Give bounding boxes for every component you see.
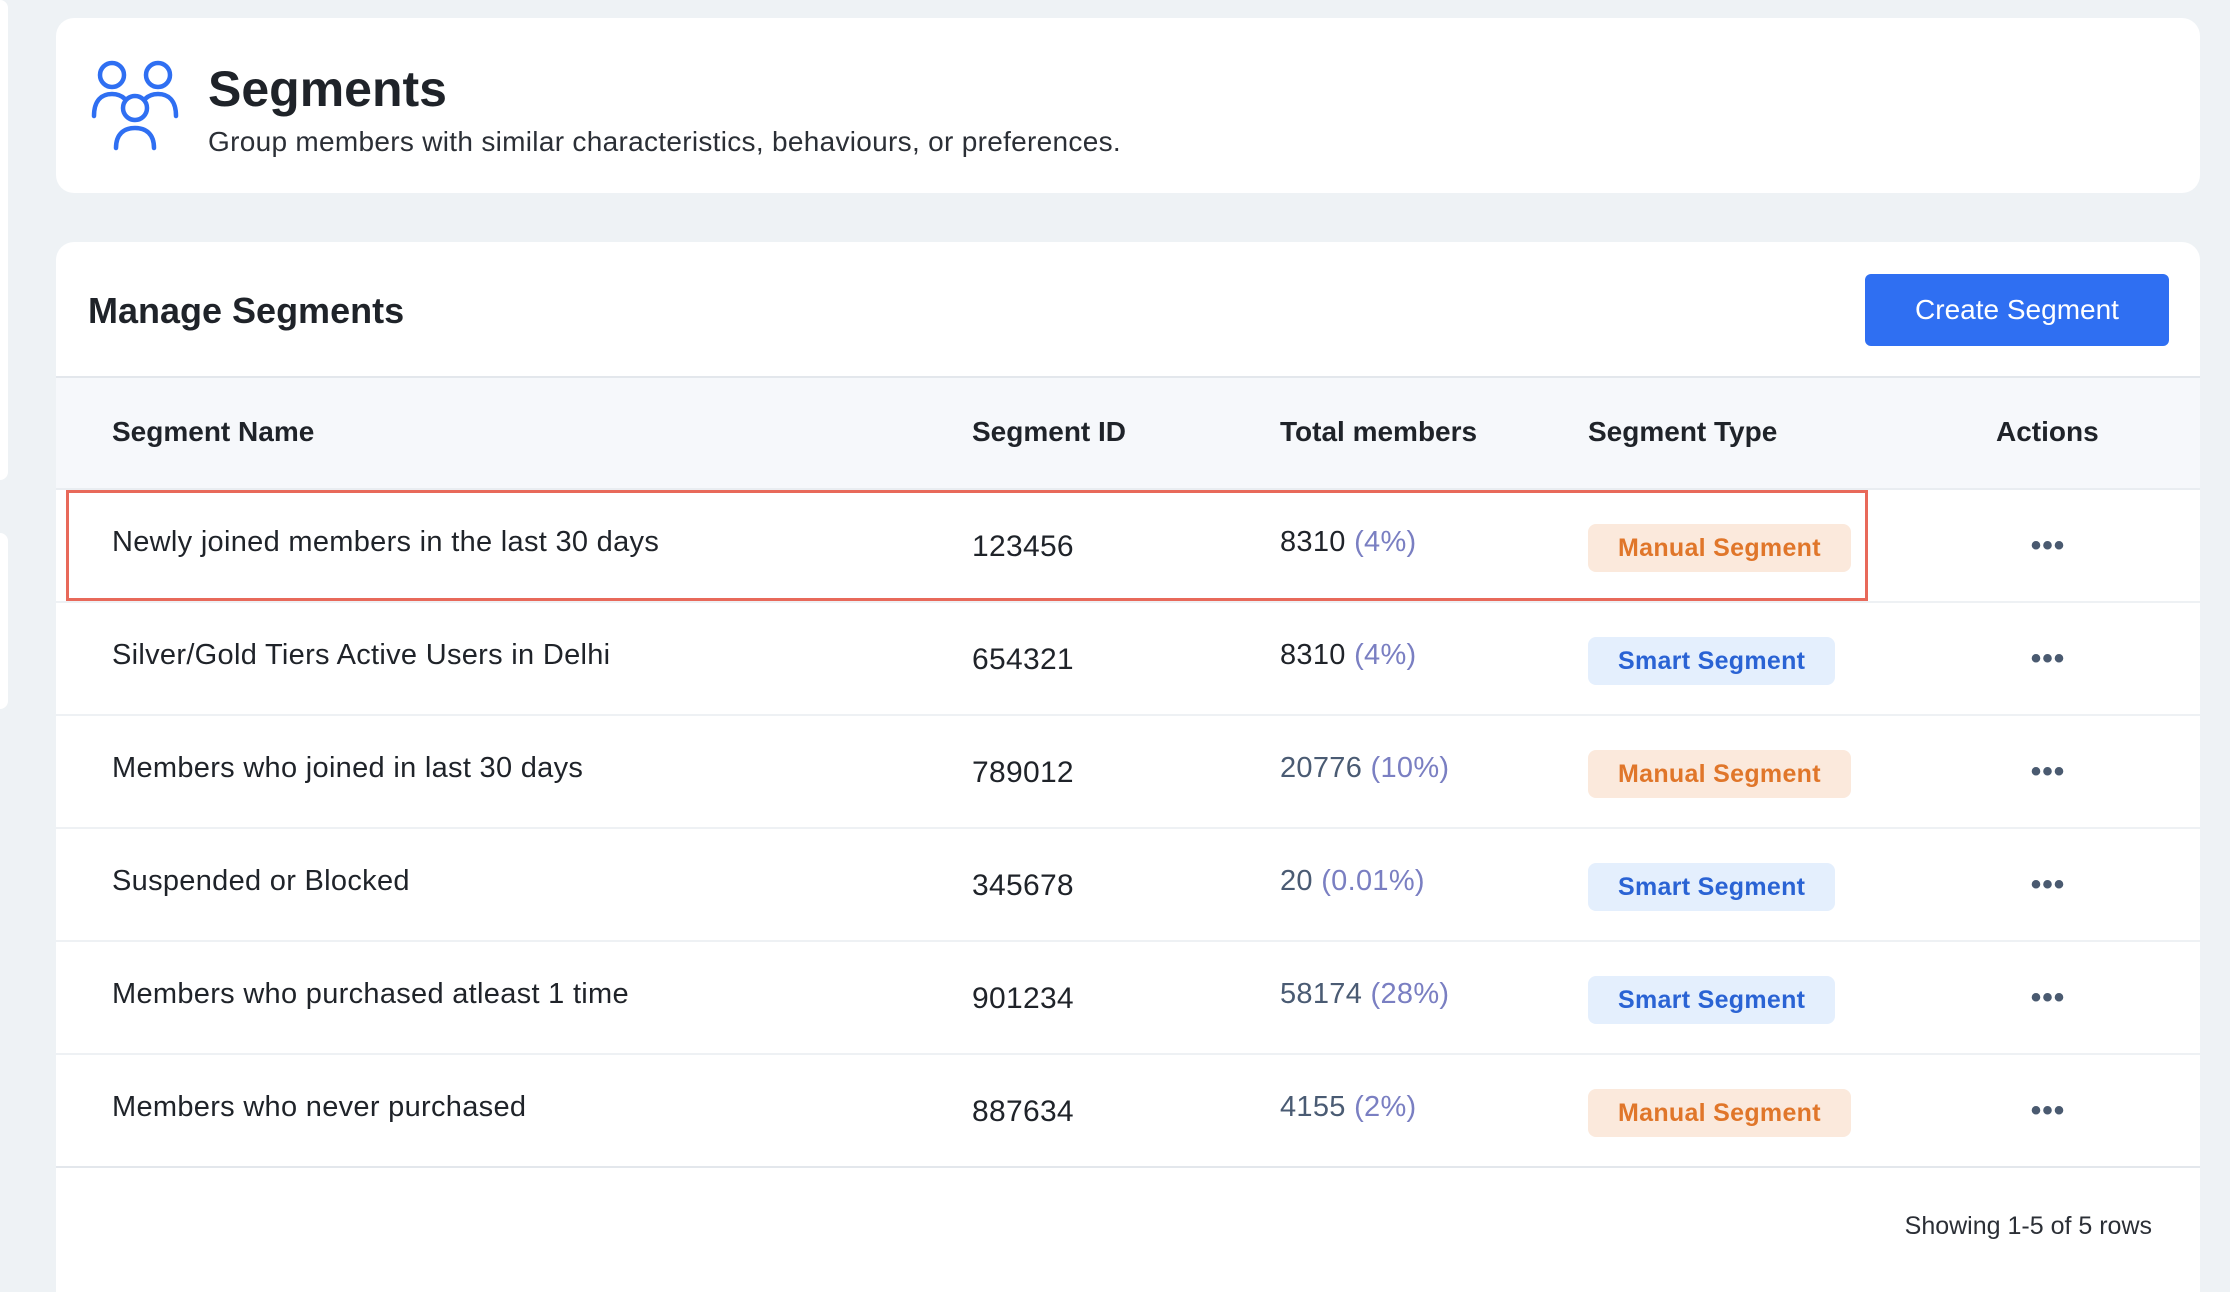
left-panel-edge [0, 533, 8, 709]
segment-id: 123456 [972, 530, 1074, 563]
section-title: Manage Segments [88, 290, 405, 331]
column-header-actions: Actions [1996, 416, 2099, 447]
members-percent: (0.01%) [1321, 865, 1425, 897]
members-percent: (2%) [1354, 1091, 1417, 1123]
members-count: 20 [1280, 865, 1313, 897]
total-members: 8310 (4%) [1280, 639, 1417, 672]
more-actions-icon[interactable]: ••• [2030, 981, 2066, 1014]
column-header-segment-id: Segment ID [972, 416, 1127, 447]
table-header: Segment Name Segment ID Total members Se… [56, 376, 2200, 490]
table-row[interactable]: Silver/Gold Tiers Active Users in Delhi … [56, 603, 2200, 716]
segment-id: 654321 [972, 643, 1074, 676]
column-header-segment-name: Segment Name [112, 416, 315, 447]
more-actions-icon[interactable]: ••• [2030, 642, 2066, 675]
members-count: 8310 [1280, 639, 1346, 671]
table-row[interactable]: Newly joined members in the last 30 days… [56, 490, 2200, 603]
segment-id: 345678 [972, 869, 1074, 902]
segment-type-badge: Manual Segment [1588, 750, 1851, 798]
members-count: 4155 [1280, 1091, 1346, 1123]
segment-id: 901234 [972, 982, 1074, 1015]
users-group-icon [88, 56, 188, 156]
total-members: 20 (0.01%) [1280, 865, 1425, 898]
segment-name: Members who joined in last 30 days [112, 752, 584, 784]
more-actions-icon[interactable]: ••• [2030, 868, 2066, 901]
segment-name: Suspended or Blocked [112, 865, 410, 897]
create-segment-button[interactable]: Create Segment [1865, 274, 2169, 346]
page-title: Segments [208, 61, 447, 117]
segment-type-badge: Smart Segment [1588, 637, 1836, 685]
segment-name: Newly joined members in the last 30 days [112, 526, 660, 558]
segment-type-badge: Smart Segment [1588, 863, 1836, 911]
page-header: Segments Group members with similar char… [56, 18, 2200, 193]
segment-name: Members who never purchased [112, 1091, 527, 1123]
more-actions-icon[interactable]: ••• [2030, 529, 2066, 562]
segment-name: Members who purchased atleast 1 time [112, 978, 629, 1010]
members-count: 58174 [1280, 978, 1363, 1010]
left-panel-edge [0, 0, 8, 480]
total-members: 8310 (4%) [1280, 526, 1417, 559]
total-members: 4155 (2%) [1280, 1091, 1417, 1124]
more-actions-icon[interactable]: ••• [2030, 755, 2066, 788]
more-actions-icon[interactable]: ••• [2030, 1094, 2066, 1127]
column-header-segment-type: Segment Type [1588, 416, 1778, 447]
table-row[interactable]: Suspended or Blocked 345678 20 (0.01%) S… [56, 829, 2200, 942]
total-members: 58174 (28%) [1280, 978, 1449, 1011]
members-percent: (28%) [1370, 978, 1450, 1010]
members-count: 20776 [1280, 752, 1363, 784]
segment-type-badge: Manual Segment [1588, 1089, 1851, 1137]
segments-table: Segment Name Segment ID Total members Se… [56, 376, 2200, 1168]
table-row[interactable]: Members who never purchased 887634 4155 … [56, 1055, 2200, 1168]
members-percent: (4%) [1354, 526, 1417, 558]
pagination-info: Showing 1-5 of 5 rows [1904, 1212, 2152, 1240]
segment-type-badge: Manual Segment [1588, 524, 1851, 572]
page-subtitle: Group members with similar characteristi… [208, 126, 1121, 157]
segment-id: 789012 [972, 756, 1074, 789]
segment-id: 887634 [972, 1095, 1074, 1128]
manage-segments-card: Manage Segments Create Segment Segment N… [56, 242, 2200, 1292]
segment-name: Silver/Gold Tiers Active Users in Delhi [112, 639, 611, 671]
members-percent: (10%) [1370, 752, 1450, 784]
segment-type-badge: Smart Segment [1588, 976, 1836, 1024]
column-header-total-members: Total members [1280, 416, 1478, 447]
table-row[interactable]: Members who purchased atleast 1 time 901… [56, 942, 2200, 1055]
members-count: 8310 [1280, 526, 1346, 558]
members-percent: (4%) [1354, 639, 1417, 671]
total-members: 20776 (10%) [1280, 752, 1449, 785]
table-row[interactable]: Members who joined in last 30 days 78901… [56, 716, 2200, 829]
